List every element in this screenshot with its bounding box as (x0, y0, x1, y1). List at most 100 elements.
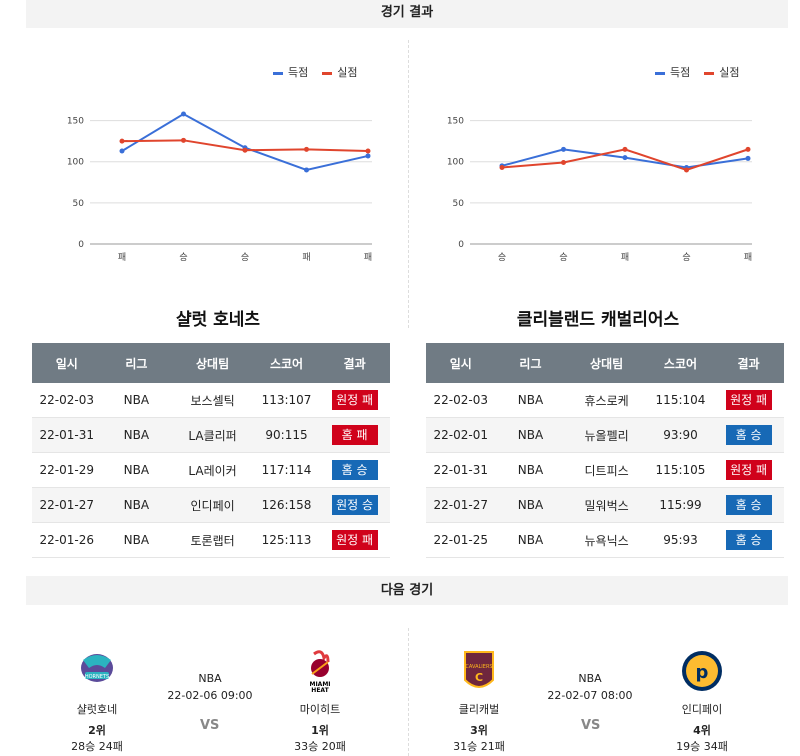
cell-result: 홈 승 (713, 522, 784, 558)
table-row: 22-02-03 NBA 보스셀틱 113:107 원정 패 (32, 383, 390, 418)
data-point (304, 146, 309, 152)
team-record: 33승 20패 (294, 740, 346, 753)
cell-league: NBA (495, 417, 566, 453)
x-tick-label: 승 (179, 252, 187, 263)
cell-score: 115:99 (647, 487, 714, 523)
team-title-hornets: 샬럿 호네츠 (175, 310, 261, 330)
cell-opponent: 밀워벅스 (565, 487, 648, 523)
cell-result: 홈 패 (319, 417, 390, 453)
result-badge: 원정 패 (725, 390, 772, 410)
y-tick-label: 0 (458, 240, 464, 250)
cell-score: 115:105 (647, 452, 714, 488)
cell-score: 125:113 (253, 522, 320, 558)
cell-league: NBA (495, 452, 566, 488)
cell-score: 113:107 (253, 383, 320, 418)
cell-league: NBA (101, 522, 172, 558)
col-header-result: 결과 (713, 343, 784, 383)
y-tick-label: 150 (447, 117, 464, 127)
cell-opponent: 보스셀틱 (171, 383, 254, 418)
next-game-info-2: NBA 22-02-07 08:00 (540, 672, 640, 702)
x-tick-label: 승 (559, 252, 567, 263)
data-point (242, 147, 248, 153)
legend-conceded: 실점 (322, 64, 358, 80)
cell-date: 22-01-31 (32, 417, 102, 453)
cell-date: 22-02-01 (426, 417, 496, 453)
data-point (622, 146, 628, 152)
cell-league: NBA (101, 383, 172, 418)
table-row: 22-01-31 NBA LA클리퍼 90:115 홈 패 (32, 417, 390, 453)
section-title-next: 다음 경기 (26, 576, 788, 605)
data-point (365, 148, 371, 154)
game-datetime: 22-02-06 09:00 (167, 689, 253, 702)
x-tick-label: 패 (302, 252, 310, 263)
cell-result: 원정 패 (713, 383, 784, 418)
game-datetime: 22-02-07 08:00 (547, 689, 633, 702)
vertical-divider (408, 40, 409, 328)
cell-date: 22-02-03 (426, 383, 496, 418)
svg-text:CAVALIERS: CAVALIERS (465, 664, 492, 670)
next-team-heat[interactable]: MIAMI HEAT 마이히트 1위 33승 20패 (283, 648, 357, 754)
line-chart-cavaliers: 0 50 100 150 승 승 패 승 패 (447, 117, 752, 263)
cell-result: 원정 패 (713, 452, 784, 488)
y-tick-label: 50 (73, 199, 85, 209)
data-point (181, 111, 186, 117)
cell-result: 원정 승 (319, 487, 390, 523)
data-point (304, 167, 309, 173)
cell-opponent: 토론랩터 (171, 522, 254, 558)
next-team-hornets[interactable]: HORNETS 샬럿호네 2위 28승 24패 (62, 648, 132, 754)
table-row: 22-01-31 NBA 디트피스 115:105 원정 패 (426, 452, 784, 488)
x-tick-label: 패 (621, 252, 629, 263)
chart-legend-left: 득점 실점 (273, 64, 358, 80)
cell-score: 117:114 (253, 452, 320, 488)
table-row: 22-01-27 NBA 밀워벅스 115:99 홈 승 (426, 487, 784, 523)
x-tick-label: 패 (744, 252, 752, 263)
svg-text:p: p (696, 662, 709, 683)
cell-date: 22-01-27 (426, 487, 496, 523)
next-team-pacers[interactable]: p 인디페이 4위 19승 34패 (665, 648, 739, 754)
data-point (181, 137, 186, 143)
col-header-date: 일시 (426, 343, 496, 383)
cell-result: 홈 승 (713, 487, 784, 523)
team-name: 클리캐벌 (458, 703, 500, 716)
results-table-cavaliers: 일시 리그 상대팀 스코어 결과 22-02-03 NBA 휴스로케 115:104 원… (426, 343, 784, 558)
col-header-result: 결과 (319, 343, 390, 383)
col-header-league: 리그 (101, 343, 172, 383)
cell-score: 93:90 (647, 417, 714, 453)
cell-score: 90:115 (253, 417, 320, 453)
y-tick-label: 150 (67, 117, 84, 127)
x-tick-label: 패 (118, 252, 126, 263)
result-badge: 홈 승 (725, 530, 772, 550)
cell-opponent: 뉴올펠리 (565, 417, 648, 453)
hornets-logo-icon: HORNETS (81, 654, 113, 682)
x-tick-label: 패 (364, 252, 372, 263)
cell-opponent: 휴스로케 (565, 383, 648, 418)
team-name: 마이히트 (299, 703, 341, 716)
data-point (745, 155, 751, 161)
cell-opponent: LA레이커 (171, 452, 254, 488)
cell-league: NBA (101, 487, 172, 523)
cell-opponent: 디트피스 (565, 452, 648, 488)
next-game-info-1: NBA 22-02-06 09:00 (160, 672, 260, 702)
result-badge: 홈 승 (331, 460, 378, 480)
svg-text:MIAMI: MIAMI (309, 681, 330, 688)
team-title-cavaliers: 클리블랜드 캐벌리어스 (516, 310, 680, 330)
next-team-cavaliers[interactable]: CAVALIERS C 클리캐벌 3위 31승 21패 (444, 648, 514, 754)
cell-opponent: LA클리퍼 (171, 417, 254, 453)
table-row: 22-01-26 NBA 토론랩터 125:113 원정 패 (32, 522, 390, 558)
cell-date: 22-01-29 (32, 452, 102, 488)
cell-date: 22-01-26 (32, 522, 102, 558)
col-header-opponent: 상대팀 (171, 343, 254, 383)
x-tick-label: 승 (498, 252, 506, 263)
cell-opponent: 뉴욕닉스 (565, 522, 648, 558)
result-badge: 원정 승 (331, 495, 378, 515)
x-tick-label: 승 (682, 252, 690, 263)
svg-text:HORNETS: HORNETS (85, 674, 109, 680)
team-record: 28승 24패 (71, 740, 123, 753)
legend-scored: 득점 (273, 64, 308, 80)
line-chart-hornets: 0 50 100 150 패 승 승 패 패 (67, 111, 372, 263)
cell-date: 22-02-03 (32, 383, 102, 418)
table-row: 22-02-01 NBA 뉴올펠리 93:90 홈 승 (426, 417, 784, 453)
cavaliers-logo-icon: CAVALIERS C (464, 651, 494, 688)
vs-label: VS (581, 718, 601, 733)
data-point (119, 148, 125, 154)
